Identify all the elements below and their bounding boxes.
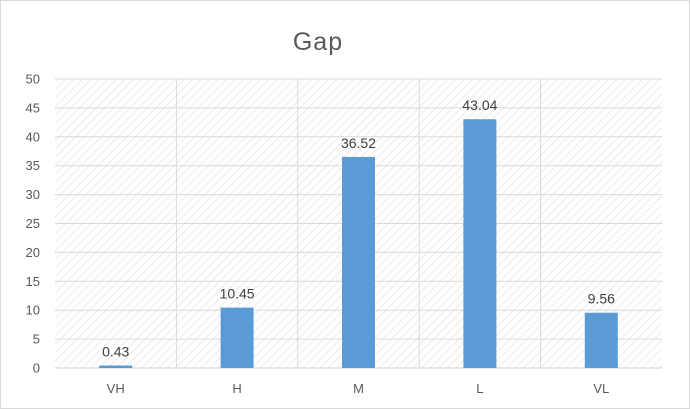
x-tick-label-m: M xyxy=(353,381,364,396)
data-label-vl: 9.56 xyxy=(588,291,615,307)
y-tick-label-50: 50 xyxy=(26,72,40,87)
y-tick-label-35: 35 xyxy=(26,158,40,173)
chart-title: Gap xyxy=(293,28,343,56)
y-axis-tick-labels: 0 5 10 15 20 25 30 35 40 45 50 xyxy=(26,72,40,376)
y-tick-label-0: 0 xyxy=(33,361,40,376)
y-tick-label-5: 5 xyxy=(33,332,40,347)
x-axis-tick-labels: VH H M L VL xyxy=(107,381,610,396)
y-tick-label-30: 30 xyxy=(26,187,40,202)
y-tick-label-45: 45 xyxy=(26,100,40,115)
y-tick-label-10: 10 xyxy=(26,303,40,318)
y-tick-label-25: 25 xyxy=(26,216,40,231)
x-tick-label-h: H xyxy=(232,381,241,396)
x-tick-label-vl: VL xyxy=(593,381,609,396)
bar-m xyxy=(342,156,375,368)
x-tick-label-l: L xyxy=(476,381,483,396)
bar-vh xyxy=(99,365,133,368)
data-label-h: 10.45 xyxy=(220,286,255,302)
y-tick-label-40: 40 xyxy=(26,129,40,144)
data-labels: 0.43 10.45 36.52 43.04 9.56 xyxy=(102,97,615,359)
data-label-m: 36.52 xyxy=(341,135,376,151)
bar-l xyxy=(463,119,497,369)
data-label-vh: 0.43 xyxy=(102,344,129,360)
bar-vl xyxy=(584,312,618,368)
data-label-l: 43.04 xyxy=(462,97,497,113)
bar-h xyxy=(220,307,254,368)
y-tick-label-15: 15 xyxy=(26,274,40,289)
x-tick-label-vh: VH xyxy=(107,381,125,396)
y-tick-label-20: 20 xyxy=(26,245,40,260)
bars xyxy=(99,119,618,369)
